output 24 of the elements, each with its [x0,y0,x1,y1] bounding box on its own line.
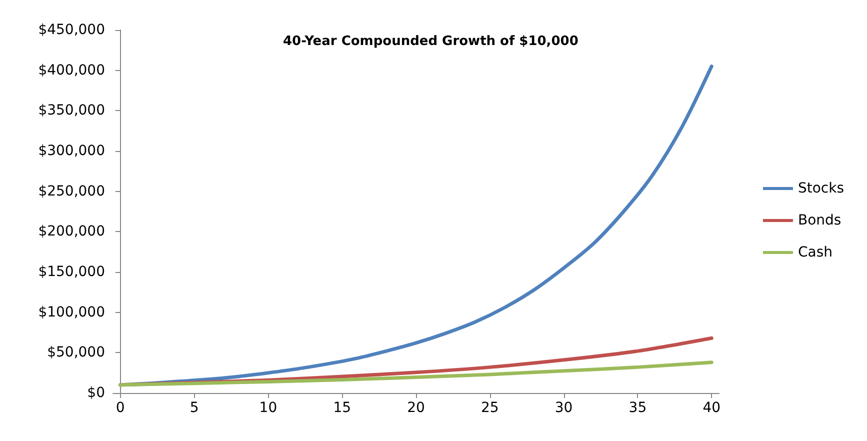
chart-title: 40-Year Compounded Growth of $10,000 [283,34,578,49]
y-tick-label: $0 [87,385,105,401]
y-tick-label: $400,000 [38,62,105,78]
x-tick-label: 5 [190,400,199,416]
y-tick-label: $250,000 [38,183,105,200]
x-tick-label: 25 [480,400,499,416]
y-tick-label: $150,000 [38,264,105,280]
y-tick-label: $300,000 [38,143,105,159]
line-series [118,360,714,387]
x-tick-label: 10 [259,400,278,416]
y-tick-label: $450,000 [38,22,105,38]
x-tick-label: 15 [333,400,352,416]
x-tick-label: 20 [407,400,425,416]
y-tick-label: $350,000 [38,102,105,119]
x-tick-label: 35 [628,400,647,416]
y-tick-label: $200,000 [38,224,105,240]
legend-label: Cash [798,244,832,260]
legend-label: Stocks [798,180,844,196]
x-tick-label: 30 [554,400,573,416]
y-tick-label: $50,000 [47,344,105,361]
x-tick-label: 40 [702,400,721,416]
y-tick-label: $100,000 [38,304,105,320]
x-tick-label: 0 [116,400,125,416]
legend-label: Bonds [798,212,842,228]
